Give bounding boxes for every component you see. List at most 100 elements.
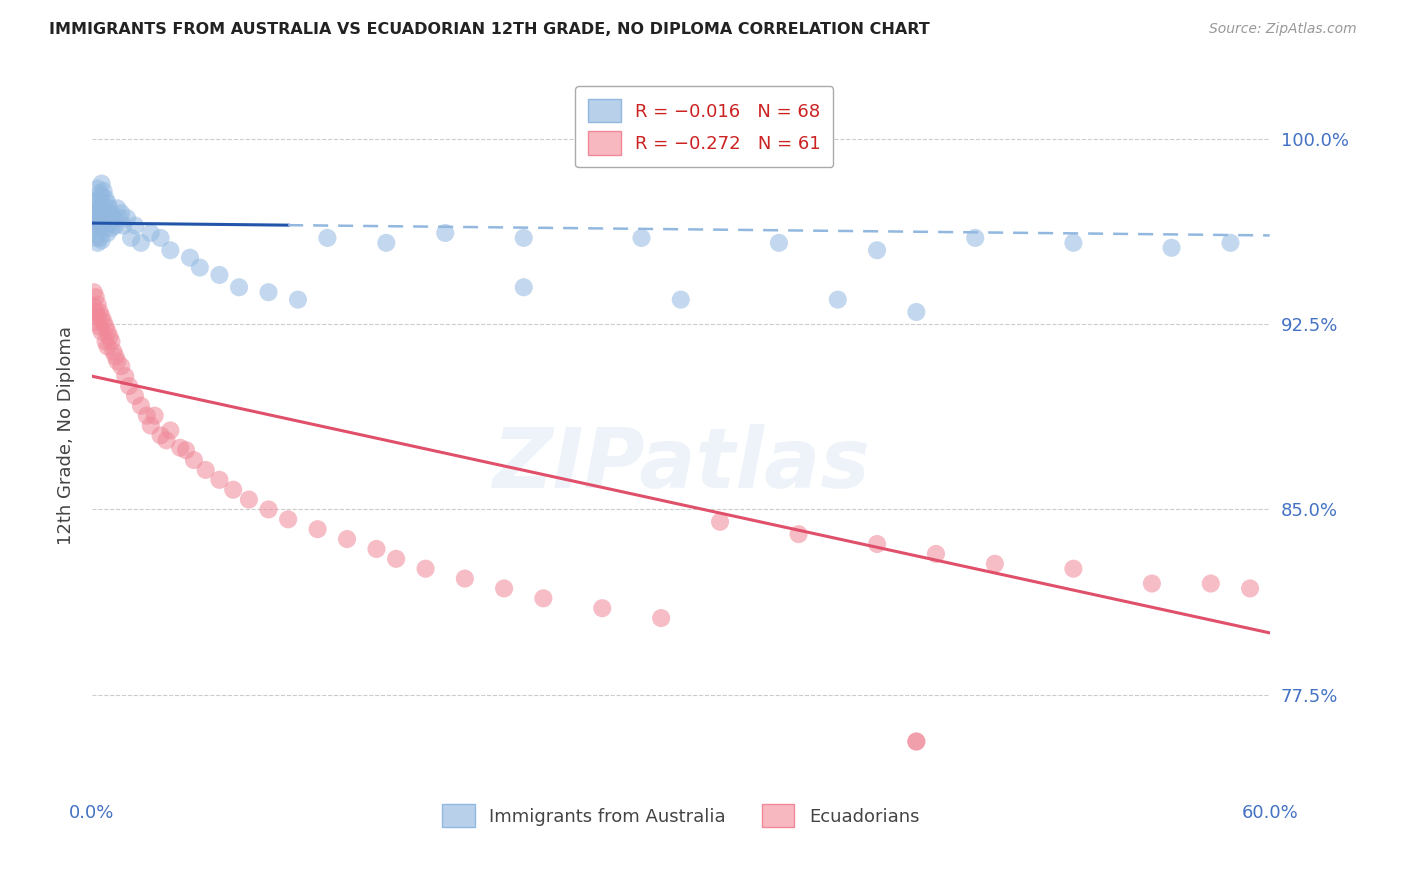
Point <box>669 293 692 307</box>
Point <box>1219 235 1241 250</box>
Point <box>925 547 948 561</box>
Point <box>115 211 138 226</box>
Point <box>129 235 152 250</box>
Point <box>1062 235 1084 250</box>
Legend: Immigrants from Australia, Ecuadorians: Immigrants from Australia, Ecuadorians <box>434 797 927 834</box>
Point <box>89 319 111 334</box>
Point <box>155 434 177 448</box>
Point <box>905 734 928 748</box>
Point <box>98 329 121 343</box>
Point <box>110 359 132 374</box>
Point <box>94 221 117 235</box>
Point <box>149 428 172 442</box>
Point <box>454 572 477 586</box>
Point <box>512 280 534 294</box>
Point <box>135 409 157 423</box>
Point <box>118 379 141 393</box>
Point <box>866 244 889 258</box>
Point <box>866 537 889 551</box>
Point <box>169 441 191 455</box>
Point <box>90 325 112 339</box>
Point <box>129 399 152 413</box>
Point <box>105 201 128 215</box>
Point <box>100 206 122 220</box>
Point <box>159 244 181 258</box>
Point <box>89 216 111 230</box>
Point <box>188 260 211 275</box>
Point <box>1160 241 1182 255</box>
Point <box>110 206 132 220</box>
Point <box>100 334 122 349</box>
Point <box>83 211 105 226</box>
Point <box>84 305 107 319</box>
Point <box>96 339 118 353</box>
Point <box>1140 576 1163 591</box>
Point <box>105 354 128 368</box>
Point <box>87 310 110 324</box>
Point <box>434 226 457 240</box>
Point <box>104 350 127 364</box>
Point <box>650 611 672 625</box>
Point <box>208 268 231 282</box>
Point <box>630 231 652 245</box>
Point <box>139 226 162 240</box>
Point <box>1199 576 1222 591</box>
Point <box>87 206 110 220</box>
Point <box>159 424 181 438</box>
Point <box>84 290 107 304</box>
Point <box>228 280 250 294</box>
Point <box>336 532 359 546</box>
Point <box>984 557 1007 571</box>
Text: ZIPatlas: ZIPatlas <box>492 424 870 505</box>
Point <box>84 194 107 208</box>
Point <box>89 201 111 215</box>
Point <box>277 512 299 526</box>
Point <box>89 305 111 319</box>
Point <box>90 203 112 218</box>
Point <box>124 219 146 233</box>
Point <box>183 453 205 467</box>
Point <box>385 551 408 566</box>
Point <box>149 231 172 245</box>
Point <box>94 191 117 205</box>
Point <box>90 219 112 233</box>
Point <box>139 418 162 433</box>
Point <box>94 206 117 220</box>
Text: IMMIGRANTS FROM AUSTRALIA VS ECUADORIAN 12TH GRADE, NO DIPLOMA CORRELATION CHART: IMMIGRANTS FROM AUSTRALIA VS ECUADORIAN … <box>49 22 929 37</box>
Point <box>83 221 105 235</box>
Point <box>222 483 245 497</box>
Point <box>87 235 110 250</box>
Point <box>591 601 613 615</box>
Point <box>93 213 115 227</box>
Point <box>768 235 790 250</box>
Point <box>83 201 105 215</box>
Point <box>1062 872 1084 887</box>
Point <box>90 177 112 191</box>
Y-axis label: 12th Grade, No Diploma: 12th Grade, No Diploma <box>58 326 75 545</box>
Point <box>96 226 118 240</box>
Point <box>174 443 197 458</box>
Point <box>93 199 115 213</box>
Point <box>90 310 112 324</box>
Point <box>827 293 849 307</box>
Point <box>87 297 110 311</box>
Point <box>100 221 122 235</box>
Point <box>287 293 309 307</box>
Point <box>1239 582 1261 596</box>
Point <box>98 201 121 215</box>
Point <box>96 196 118 211</box>
Point <box>494 582 516 596</box>
Point <box>238 492 260 507</box>
Point <box>531 591 554 606</box>
Point <box>257 285 280 300</box>
Point <box>905 734 928 748</box>
Point <box>307 522 329 536</box>
Point <box>89 186 111 201</box>
Point <box>415 562 437 576</box>
Point <box>87 219 110 233</box>
Point <box>108 211 131 226</box>
Point <box>787 527 810 541</box>
Point <box>84 315 107 329</box>
Point <box>905 305 928 319</box>
Point <box>98 216 121 230</box>
